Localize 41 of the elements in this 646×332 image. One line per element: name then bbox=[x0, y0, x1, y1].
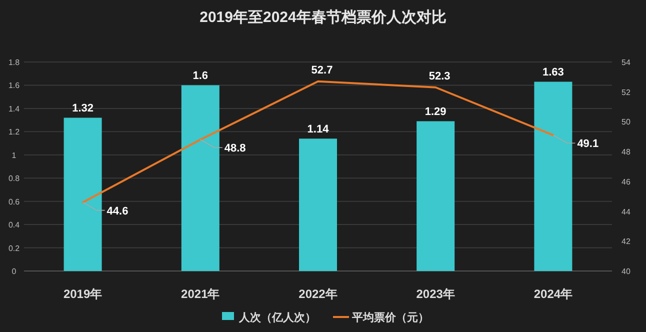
y2-tick-label: 50 bbox=[622, 118, 631, 127]
y2-tick-label: 44 bbox=[622, 207, 631, 216]
y-tick-label: 1.4 bbox=[8, 104, 20, 114]
y-tick-label: 1.8 bbox=[8, 58, 20, 67]
y-tick-label: 0.2 bbox=[8, 244, 20, 253]
data-label: 1.14 bbox=[307, 124, 330, 136]
data-label: 1.63 bbox=[542, 66, 564, 79]
y2-tick-label: 46 bbox=[622, 177, 631, 186]
legend-label: 平均票价（元） bbox=[351, 311, 429, 324]
data-label: 1.32 bbox=[72, 102, 94, 115]
y-tick-label: 0.8 bbox=[8, 174, 20, 184]
x-tick-label: 2023年 bbox=[416, 287, 455, 301]
y2-tick-label: 48 bbox=[622, 148, 631, 157]
bar bbox=[64, 118, 102, 271]
y-tick-label: 1.2 bbox=[8, 128, 20, 137]
y2-tick-label: 54 bbox=[622, 58, 631, 67]
bar bbox=[181, 85, 220, 271]
x-tick-label: 2024年 bbox=[534, 287, 573, 301]
legend-label: 人次（亿人次） bbox=[238, 312, 316, 324]
data-label: 52.3 bbox=[428, 70, 450, 82]
y2-tick-label: 42 bbox=[622, 237, 631, 246]
x-tick-label: 2022年 bbox=[298, 287, 338, 301]
data-label: 48.8 bbox=[224, 142, 246, 155]
x-tick-label: 2019年 bbox=[63, 287, 102, 301]
y2-tick-label: 52 bbox=[622, 88, 631, 97]
y2-tick-label: 40 bbox=[622, 267, 631, 276]
data-label: 44.6 bbox=[106, 205, 128, 218]
chart-title: 2019年至2024年春节档票价人次对比 bbox=[200, 9, 446, 26]
x-tick-label: 2021年 bbox=[181, 287, 220, 301]
data-label: 49.1 bbox=[577, 138, 599, 150]
y-tick-label: 0.6 bbox=[8, 197, 20, 206]
data-label: 1.29 bbox=[424, 106, 446, 118]
y-tick-label: 1 bbox=[12, 150, 17, 160]
data-label: 1.6 bbox=[192, 70, 208, 82]
bar bbox=[299, 138, 337, 271]
y-tick-label: 0.4 bbox=[8, 220, 20, 230]
data-label: 52.7 bbox=[311, 64, 333, 76]
y-tick-label: 0 bbox=[12, 267, 17, 276]
bar bbox=[534, 82, 572, 271]
bar bbox=[416, 121, 455, 271]
y-tick-label: 1.6 bbox=[8, 81, 20, 90]
